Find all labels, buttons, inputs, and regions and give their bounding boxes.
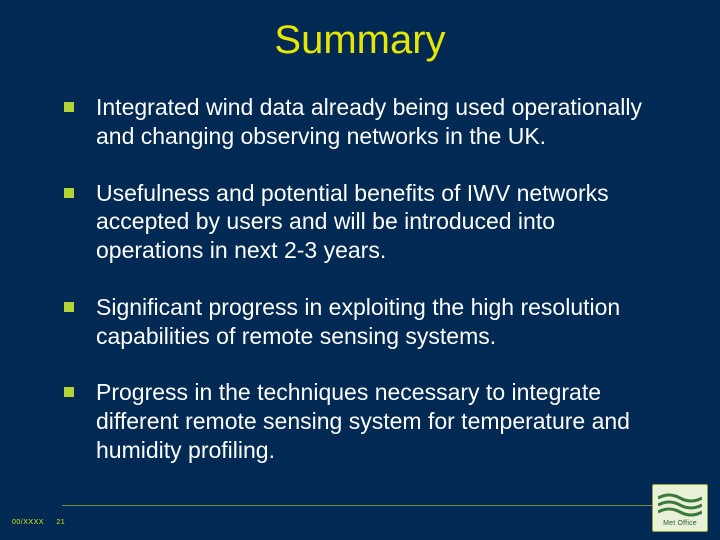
bullet-text: Significant progress in exploiting the h… [96,293,660,351]
footer-meta: 00/XXXX 21 [12,519,65,526]
slide-title: Summary [0,0,720,73]
met-office-logo: Met Office [652,484,708,532]
bullet-icon [64,188,74,198]
bullet-list: Integrated wind data already being used … [0,73,720,465]
list-item: Significant progress in exploiting the h… [64,293,660,351]
list-item: Progress in the techniques necessary to … [64,378,660,464]
list-item: Integrated wind data already being used … [64,93,660,151]
logo-waves-icon [658,490,702,518]
logo-label: Met Office [663,520,697,527]
footer-page: 21 [56,519,65,526]
bullet-icon [64,302,74,312]
list-item: Usefulness and potential benefits of IWV… [64,179,660,265]
bullet-icon [64,102,74,112]
bullet-icon [64,387,74,397]
footer-code: 00/XXXX [12,519,44,526]
bullet-text: Progress in the techniques necessary to … [96,378,660,464]
bullet-text: Integrated wind data already being used … [96,93,660,151]
slide: Summary Integrated wind data already bei… [0,0,720,540]
footer-divider [62,505,658,506]
bullet-text: Usefulness and potential benefits of IWV… [96,179,660,265]
